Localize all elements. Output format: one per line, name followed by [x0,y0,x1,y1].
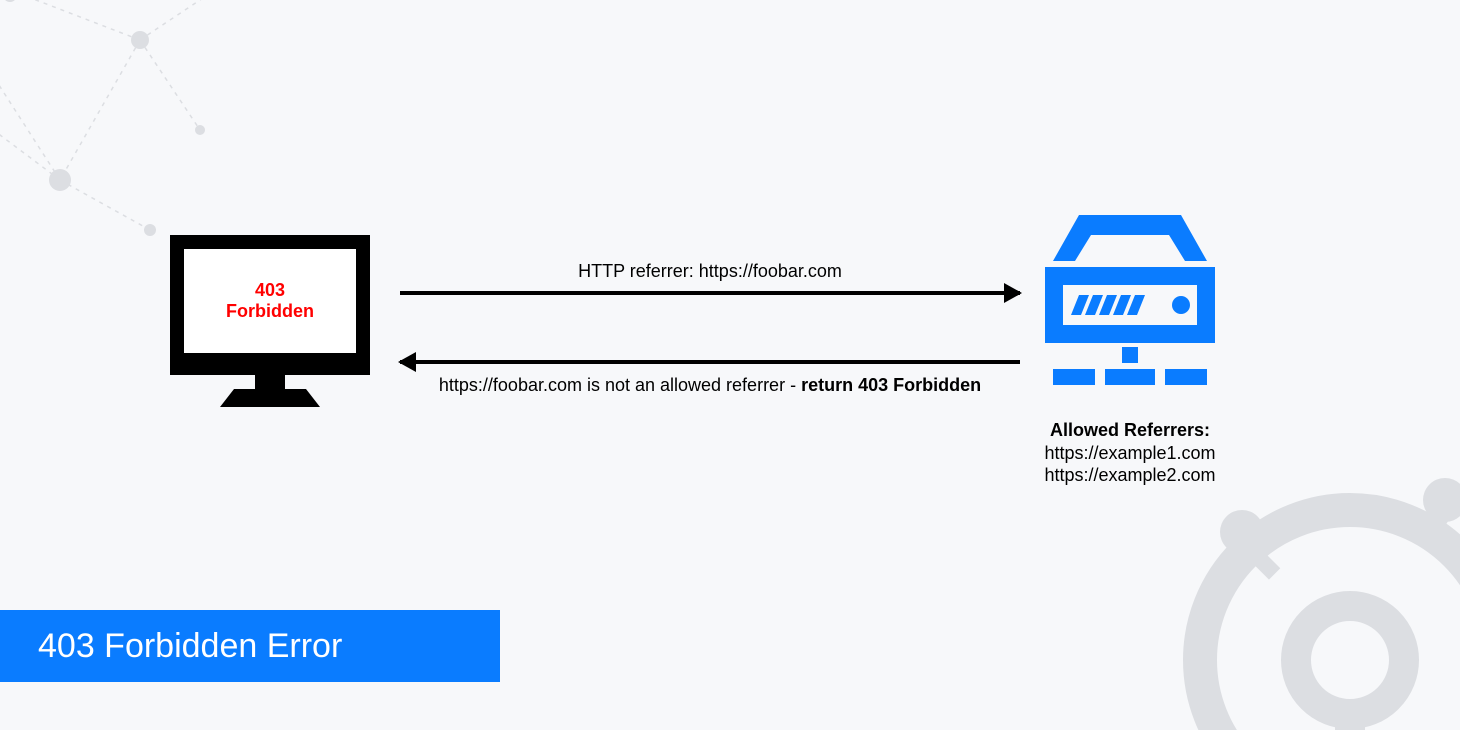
server-icon [1035,215,1225,400]
response-arrow: https://foobar.com is not an allowed ref… [400,360,1020,397]
request-arrow-head [1004,283,1022,303]
client-monitor-icon: 403 Forbidden [170,235,370,407]
request-arrow: HTTP referrer: https://foobar.com [400,260,1020,295]
title-banner-text: 403 Forbidden Error [38,627,342,666]
request-arrow-label: HTTP referrer: https://foobar.com [400,260,1020,283]
server-allowed-list: Allowed Referrers: https://example1.com … [1035,419,1225,487]
monitor-base [220,389,320,407]
response-arrow-label: https://foobar.com is not an allowed ref… [400,374,1020,397]
request-arrow-line [400,291,1020,295]
response-arrow-head [398,352,416,372]
monitor-error-word: Forbidden [226,301,314,321]
server-allowed-entry-2: https://example2.com [1035,464,1225,487]
response-arrow-line [400,360,1020,364]
title-banner: 403 Forbidden Error [0,610,500,682]
monitor-error-text: 403 Forbidden [226,280,314,321]
monitor-frame: 403 Forbidden [170,235,370,375]
monitor-neck [255,375,285,389]
monitor-error-code: 403 [255,280,285,300]
server-block: Allowed Referrers: https://example1.com … [1035,215,1225,487]
server-allowed-entry-1: https://example1.com [1035,442,1225,465]
response-arrow-text-bold: return 403 Forbidden [801,375,981,395]
server-allowed-header: Allowed Referrers: [1035,419,1225,442]
monitor-screen: 403 Forbidden [184,249,356,353]
response-arrow-text-plain: https://foobar.com is not an allowed ref… [439,375,801,395]
